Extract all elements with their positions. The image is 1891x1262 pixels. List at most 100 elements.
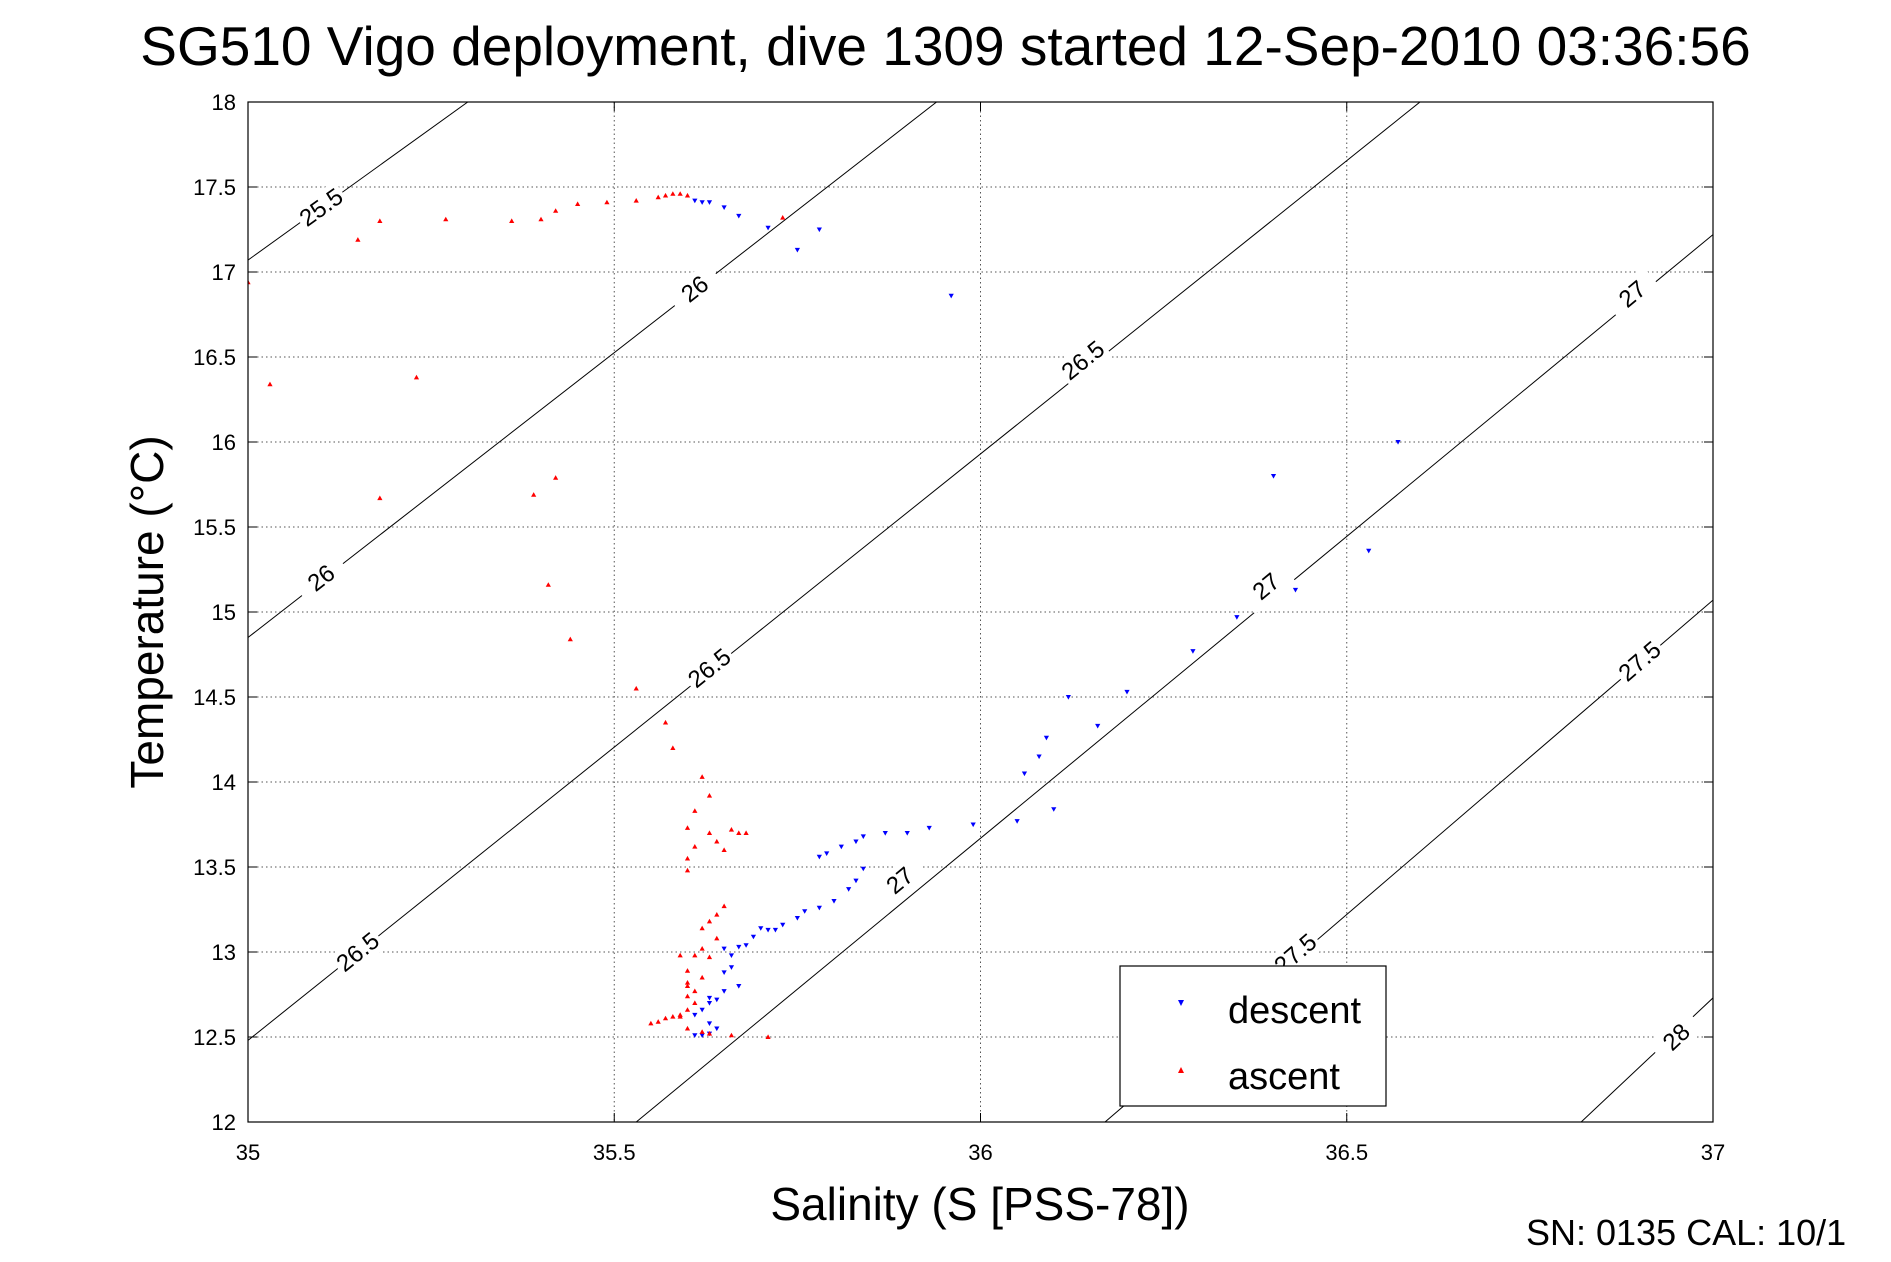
ascent-point — [248, 279, 251, 285]
descent-point — [706, 1021, 713, 1026]
y-tick-label: 13.5 — [193, 855, 236, 880]
descent-point — [772, 927, 778, 933]
contour-label-background — [680, 640, 739, 696]
descent-point — [1190, 649, 1196, 654]
descent-point — [853, 839, 859, 845]
descent-point — [714, 997, 720, 1003]
ascent-point — [655, 194, 661, 200]
axis-ticks: 35 35.5 36 36.5 37 12 12.5 13 13.5 14 14.5 15 15.5 16… — [193, 90, 1725, 1165]
series-ascent — [248, 191, 786, 1039]
descent-point — [1065, 695, 1071, 700]
contour-label-background — [1237, 559, 1296, 614]
ascent-point — [355, 237, 361, 242]
ascent-point — [706, 918, 713, 924]
y-tick-label: 12.5 — [193, 1025, 236, 1050]
ascent-point — [670, 745, 676, 750]
density-contour-25.5 — [248, 102, 469, 261]
density-contour-26.5 — [248, 102, 1421, 1041]
descent-point — [765, 927, 771, 933]
descent-point — [721, 946, 727, 952]
legend-descent-label: descent — [1228, 990, 1362, 1032]
descent-point — [904, 831, 910, 836]
ascent-point — [721, 903, 727, 909]
descent-point — [1124, 689, 1130, 695]
ascent-point — [677, 952, 683, 958]
legend-descent-marker — [1178, 1000, 1184, 1006]
descent-point — [736, 944, 742, 950]
contour-label-background — [292, 550, 351, 606]
descent-point — [706, 1001, 713, 1006]
descent-point — [692, 198, 698, 204]
ascent-point — [633, 198, 639, 203]
descent-point — [838, 844, 844, 850]
ascent-point — [509, 218, 515, 223]
descent-point — [926, 825, 932, 831]
density-contour-28 — [1580, 997, 1713, 1122]
y-tick-label: 17.5 — [193, 175, 236, 200]
descent-point — [692, 1012, 698, 1018]
ascent-point — [692, 952, 698, 958]
descent-point — [846, 887, 852, 892]
ascent-point — [736, 830, 742, 835]
ascent-point — [267, 381, 273, 387]
ascent-point — [662, 1015, 669, 1021]
x-tick-label: 35.5 — [593, 1140, 636, 1165]
descent-point — [750, 934, 757, 940]
ascent-point — [706, 830, 713, 835]
ascent-point — [706, 954, 713, 960]
x-tick-label: 36.5 — [1325, 1140, 1368, 1165]
descent-point — [714, 1026, 720, 1032]
legend-ascent-label: ascent — [1228, 1056, 1340, 1098]
ascent-point — [648, 1020, 654, 1026]
contour-label-background — [1610, 633, 1669, 689]
ascent-point — [699, 974, 705, 980]
ascent-point — [684, 1025, 691, 1031]
ascent-point — [538, 216, 544, 222]
descent-point — [860, 866, 866, 872]
ascent-point — [699, 946, 705, 951]
descent-point — [706, 200, 713, 205]
descent-point — [1051, 807, 1057, 812]
ascent-point — [604, 199, 610, 205]
descent-point — [816, 905, 822, 911]
ascent-point — [714, 838, 720, 844]
descent-point — [1043, 735, 1050, 741]
descent-point — [860, 834, 866, 839]
ascent-point — [553, 475, 559, 480]
y-tick-label: 14 — [212, 770, 236, 795]
ascent-point — [567, 636, 573, 642]
descent-point — [721, 205, 727, 210]
descent-point — [948, 293, 954, 299]
x-tick-label: 36 — [968, 1140, 992, 1165]
ascent-point — [677, 191, 683, 196]
ascent-point — [692, 1000, 698, 1005]
ascent-point — [692, 988, 698, 994]
contour-label-background — [665, 261, 724, 317]
calibration-note: SN: 0135 CAL: 10/1 — [1526, 1212, 1847, 1253]
ascent-point — [545, 582, 551, 587]
descent-point — [699, 1033, 705, 1038]
ascent-point — [684, 855, 691, 861]
ascent-point — [377, 495, 383, 501]
ascent-point — [677, 1014, 683, 1019]
descent-point — [1036, 754, 1042, 760]
chart-title: SG510 Vigo deployment, dive 1309 started… — [140, 15, 1751, 77]
density-contour-27 — [635, 234, 1713, 1122]
y-axis-label: Temperature (°C) — [121, 435, 173, 788]
descent-point — [1234, 615, 1240, 620]
descent-point — [1292, 587, 1299, 593]
contour-label-background — [1647, 1008, 1705, 1066]
ascent-point — [684, 980, 691, 985]
ascent-point — [780, 215, 786, 220]
descent-point — [831, 899, 837, 904]
y-tick-label: 12 — [212, 1110, 236, 1135]
descent-point — [1095, 723, 1101, 729]
descent-point — [853, 878, 859, 884]
ascent-point — [706, 793, 713, 798]
x-axis-label: Salinity (S [PSS-78]) — [770, 1178, 1189, 1230]
descent-point — [794, 247, 800, 253]
descent-point — [882, 831, 888, 836]
descent-point — [802, 909, 808, 914]
descent-point — [824, 851, 830, 856]
ascent-point — [670, 1014, 676, 1019]
